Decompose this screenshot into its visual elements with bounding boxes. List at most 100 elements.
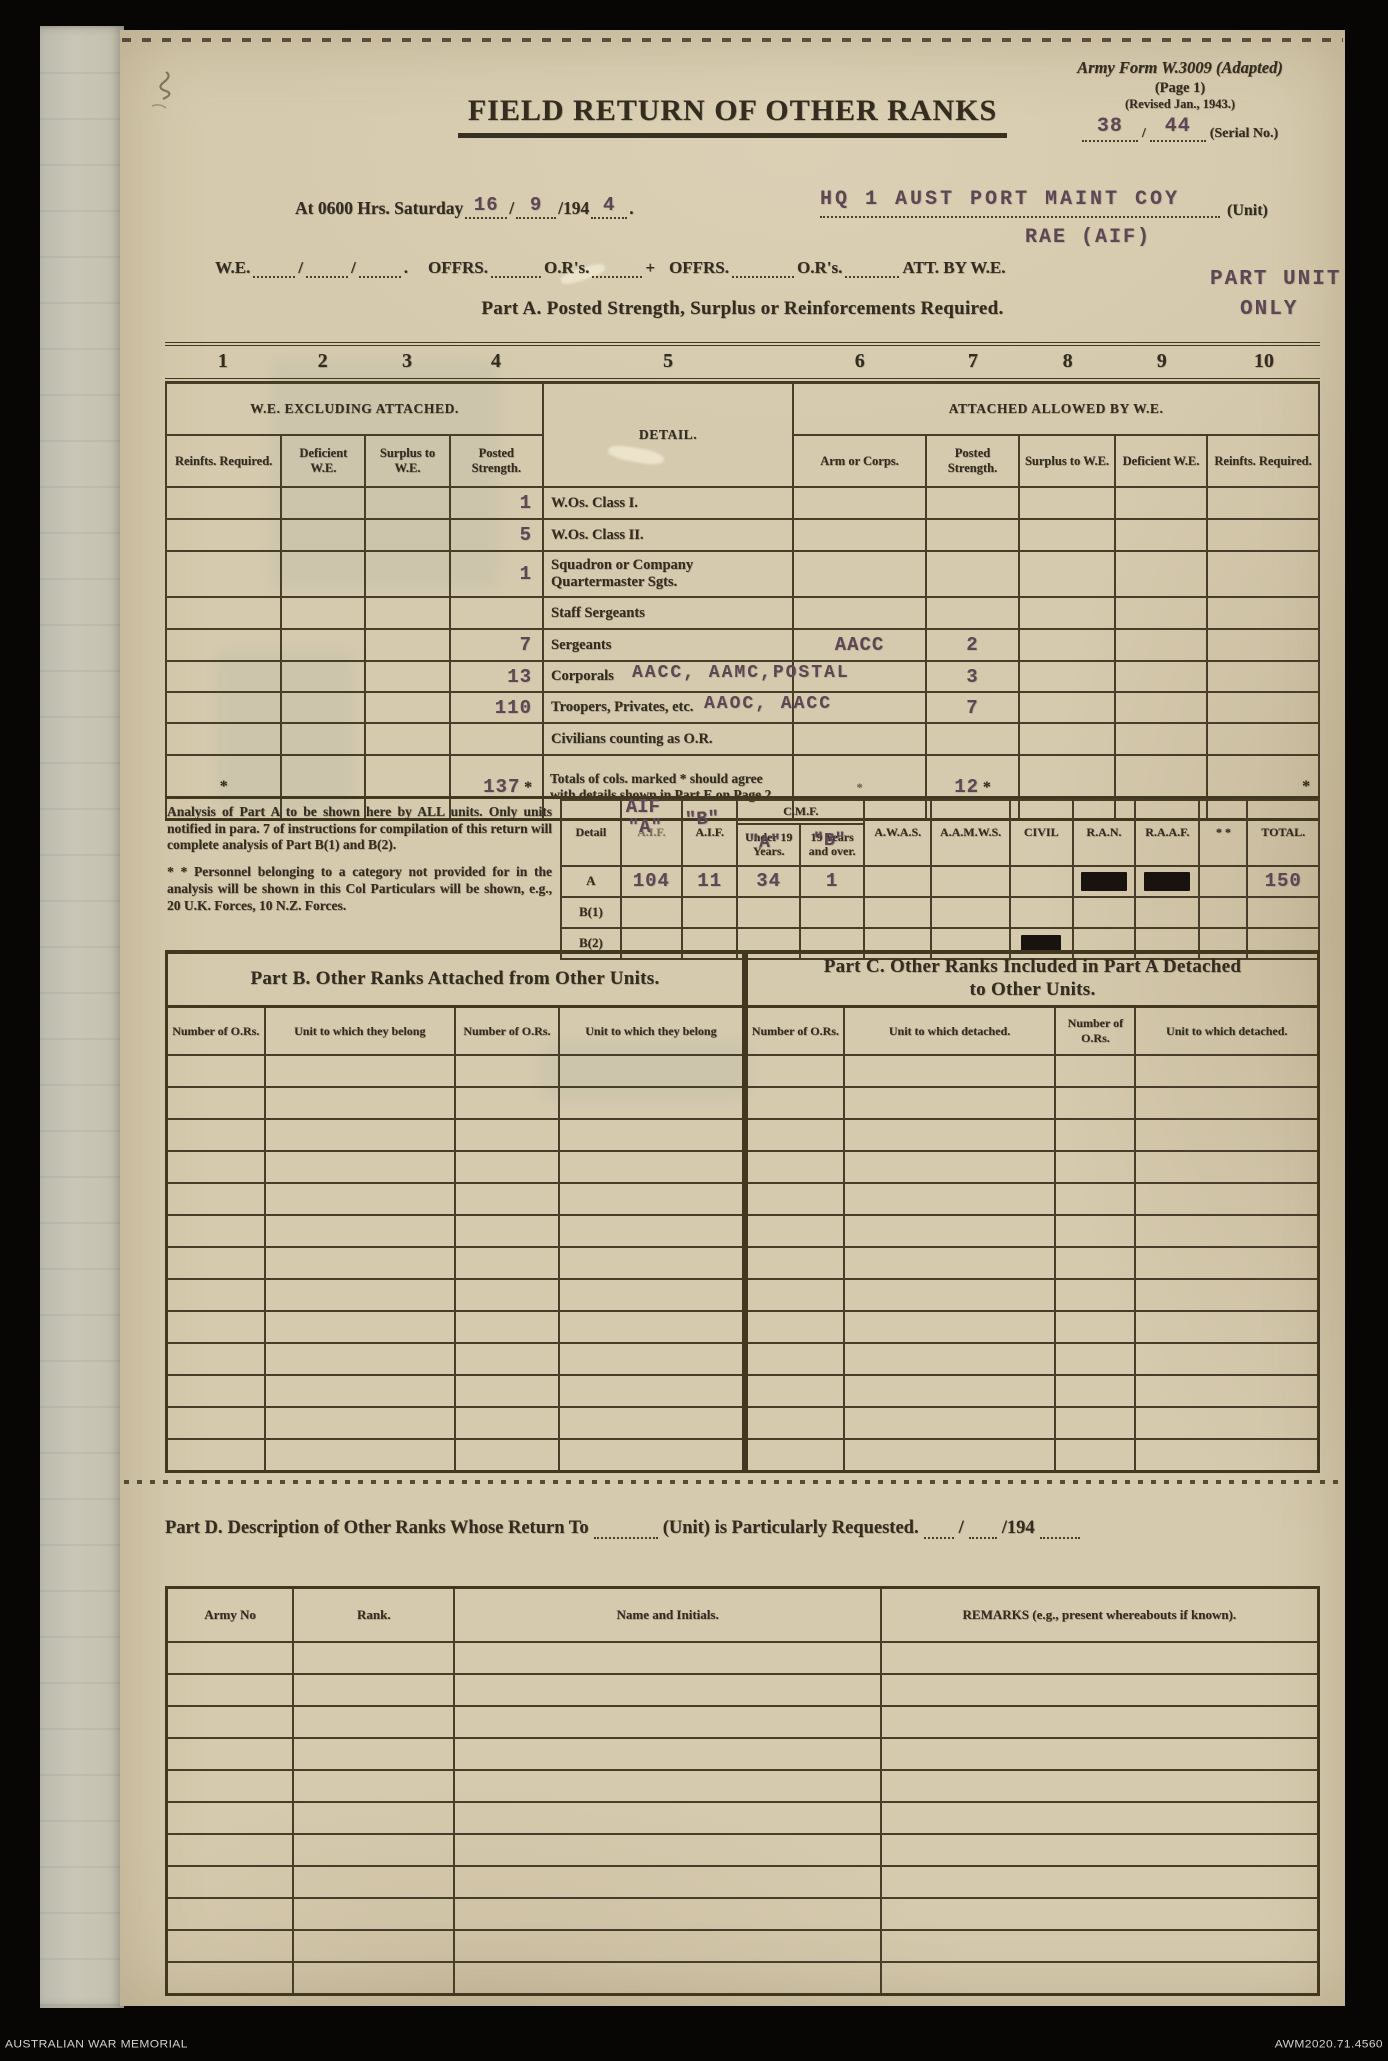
blank-cell[interactable] — [619, 896, 683, 929]
blank-cell[interactable] — [842, 1054, 1057, 1088]
blank-cell[interactable] — [165, 1769, 295, 1803]
blank-cell[interactable] — [292, 1641, 456, 1675]
civil-value-cell[interactable] — [1008, 865, 1074, 898]
blank-cell[interactable] — [165, 1865, 295, 1899]
aamws-value-cell[interactable] — [930, 865, 1011, 898]
blank-cell[interactable] — [745, 1086, 845, 1120]
blank-cell[interactable] — [879, 1769, 1320, 1803]
blank-cell[interactable] — [453, 1801, 882, 1835]
stars-value-cell[interactable] — [1198, 865, 1249, 898]
arm-corps-cell[interactable] — [792, 691, 927, 724]
arm-corps-cell[interactable] — [792, 660, 927, 693]
blank-cell[interactable] — [292, 1865, 456, 1899]
blank-cell[interactable] — [1113, 486, 1209, 520]
blank-cell[interactable] — [745, 1118, 845, 1152]
blank-cell[interactable] — [1054, 1214, 1137, 1248]
blank-cell[interactable] — [557, 1118, 745, 1152]
blank-cell[interactable] — [557, 1278, 745, 1312]
blank-cell[interactable] — [1054, 1310, 1137, 1344]
blank-cell[interactable] — [557, 1054, 745, 1088]
blank-cell[interactable] — [263, 1374, 456, 1408]
blank-cell[interactable] — [792, 550, 927, 598]
blank-cell[interactable] — [1134, 1086, 1320, 1120]
blank-cell[interactable] — [165, 1342, 266, 1376]
blank-cell[interactable] — [453, 1769, 882, 1803]
blank-cell[interactable] — [453, 1438, 560, 1473]
blank-cell[interactable] — [879, 1865, 1320, 1899]
blank-cell[interactable] — [1054, 1118, 1137, 1152]
blank-cell[interactable] — [745, 1150, 845, 1184]
blank-cell[interactable] — [879, 1961, 1320, 1996]
blank-cell[interactable] — [924, 550, 1021, 598]
blank-cell[interactable] — [165, 1118, 266, 1152]
year-field[interactable]: 4 — [591, 194, 628, 219]
blank-cell[interactable] — [879, 1705, 1320, 1739]
blank-cell[interactable] — [165, 1438, 266, 1473]
blank-cell[interactable] — [165, 1737, 295, 1771]
blank-cell[interactable] — [453, 1673, 882, 1707]
blank-cell[interactable] — [1134, 1150, 1320, 1184]
blank-cell[interactable] — [745, 1406, 845, 1440]
blank-cell[interactable] — [1134, 1054, 1320, 1088]
totals-posted-cell[interactable]: 137 * — [448, 754, 545, 821]
blank-cell[interactable] — [1054, 1150, 1137, 1184]
blank-cell[interactable] — [280, 596, 367, 630]
blank-cell[interactable] — [1113, 550, 1209, 598]
blank-cell[interactable] — [745, 1342, 845, 1376]
blank-cell[interactable] — [1206, 550, 1320, 598]
blank-cell[interactable] — [1134, 1342, 1320, 1376]
blank-cell[interactable] — [1071, 896, 1137, 929]
blank-cell[interactable] — [165, 1214, 266, 1248]
blank-cell[interactable] — [453, 1278, 560, 1312]
blank-cell[interactable] — [1134, 1310, 1320, 1344]
blank-cell[interactable] — [292, 1833, 456, 1867]
we-field-3[interactable] — [358, 262, 401, 278]
blank-cell[interactable] — [557, 1310, 745, 1344]
aif-b-value-cell[interactable]: 11 — [680, 865, 739, 898]
posted-strength-cell[interactable] — [448, 722, 545, 756]
blank-cell[interactable] — [453, 1897, 882, 1931]
blank-cell[interactable] — [557, 1150, 745, 1184]
posted-strength-cell[interactable]: 1 — [448, 486, 545, 520]
posted-strength-cell[interactable]: 13 — [448, 660, 545, 693]
blank-cell[interactable] — [1054, 1054, 1137, 1088]
blank-cell[interactable] — [165, 1278, 266, 1312]
blank-cell[interactable] — [263, 1342, 456, 1376]
blank-cell[interactable] — [453, 1705, 882, 1739]
blank-cell[interactable] — [263, 1150, 456, 1184]
day-field[interactable]: 16 — [465, 194, 508, 219]
blank-cell[interactable] — [1206, 518, 1320, 552]
blank-cell[interactable] — [557, 1214, 745, 1248]
blank-cell[interactable] — [364, 754, 451, 821]
blank-cell[interactable] — [1018, 518, 1116, 552]
blank-cell[interactable] — [879, 1833, 1320, 1867]
blank-cell[interactable] — [557, 1086, 745, 1120]
blank-cell[interactable] — [879, 1929, 1320, 1963]
blank-cell[interactable] — [165, 1705, 295, 1739]
blank-cell[interactable] — [1134, 1406, 1320, 1440]
blank-cell[interactable] — [165, 1150, 266, 1184]
blank-cell[interactable] — [263, 1438, 456, 1473]
blank-cell[interactable] — [263, 1406, 456, 1440]
blank-cell[interactable] — [165, 1641, 295, 1675]
blank-cell[interactable] — [792, 722, 927, 756]
blank-cell[interactable] — [453, 1961, 882, 1996]
blank-cell[interactable] — [745, 1374, 845, 1408]
blank-cell[interactable] — [557, 1182, 745, 1216]
blank-cell[interactable] — [924, 486, 1021, 520]
blank-cell[interactable] — [453, 1406, 560, 1440]
blank-cell[interactable] — [164, 596, 283, 630]
blank-cell[interactable] — [453, 1374, 560, 1408]
blank-cell[interactable] — [164, 722, 283, 756]
blank-cell[interactable] — [792, 518, 927, 552]
blank-cell[interactable] — [879, 1641, 1320, 1675]
we-field-2[interactable] — [306, 262, 349, 278]
blank-cell[interactable] — [165, 1246, 266, 1280]
blank-cell[interactable] — [1008, 896, 1074, 929]
blank-cell[interactable] — [557, 1374, 745, 1408]
blank-cell[interactable] — [292, 1769, 456, 1803]
blank-cell[interactable] — [165, 1897, 295, 1931]
blank-cell[interactable] — [292, 1929, 456, 1963]
blank-cell[interactable] — [263, 1054, 456, 1088]
blank-cell[interactable] — [1134, 1214, 1320, 1248]
